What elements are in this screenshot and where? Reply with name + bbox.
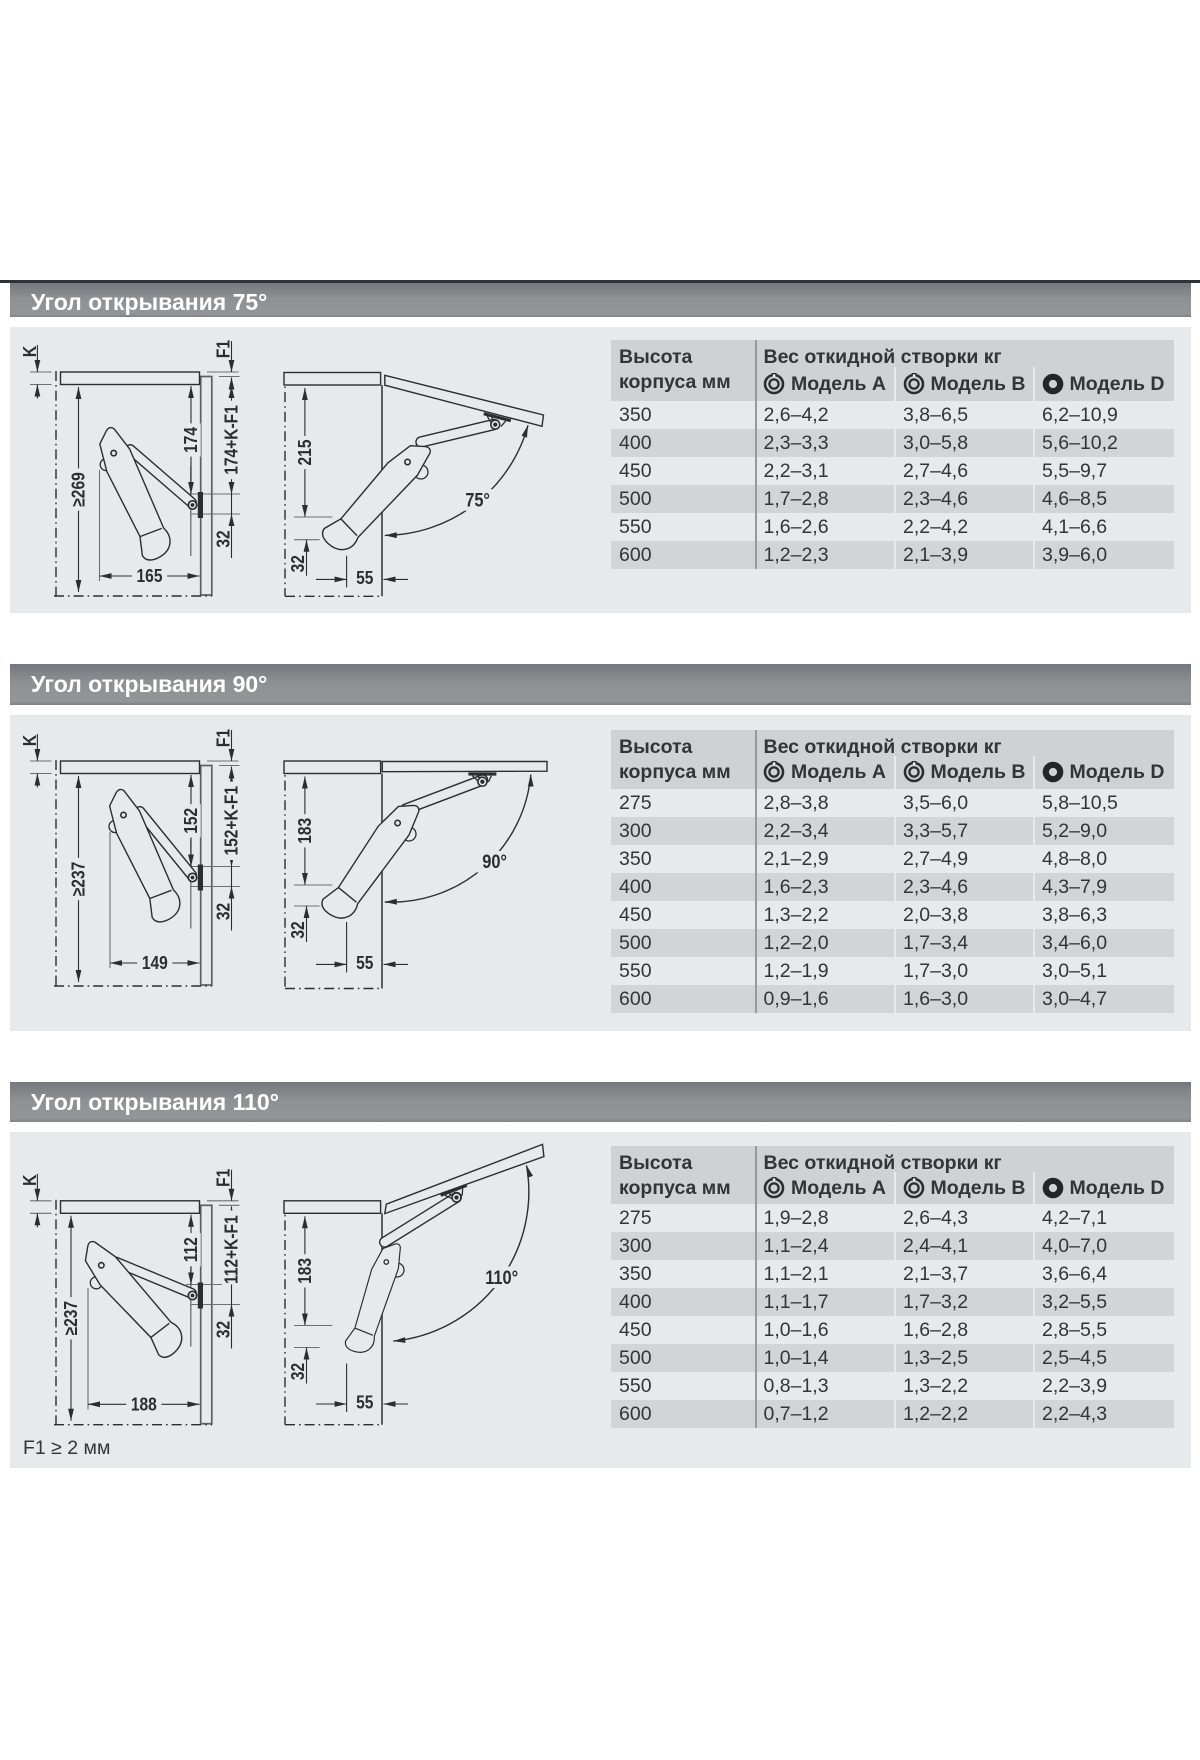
svg-text:90°: 90° [482,851,507,873]
svg-text:112: 112 [181,1237,202,1262]
svg-text:55: 55 [356,953,374,974]
svg-text:F1: F1 [213,1168,234,1187]
svg-text:174+K-F1: 174+K-F1 [221,405,242,475]
svg-text:32: 32 [288,921,309,938]
svg-text:32: 32 [213,1321,234,1338]
svg-text:≥269: ≥269 [68,472,89,506]
svg-text:F1: F1 [213,728,234,747]
svg-text:K: K [20,1174,41,1186]
svg-text:32: 32 [288,555,309,572]
svg-text:149: 149 [142,953,168,974]
svg-text:55: 55 [356,568,374,589]
svg-text:F1: F1 [213,339,234,358]
svg-text:75°: 75° [465,489,490,511]
svg-text:215: 215 [295,439,316,465]
svg-text:K: K [20,734,41,746]
svg-text:32: 32 [288,1363,309,1380]
svg-text:≥237: ≥237 [68,862,89,896]
svg-text:55: 55 [356,1392,374,1413]
svg-text:152: 152 [181,808,202,834]
svg-text:K: K [20,345,41,357]
svg-text:110°: 110° [485,1266,518,1288]
svg-text:183: 183 [295,1258,316,1284]
svg-text:32: 32 [213,903,234,920]
svg-text:112+K-F1: 112+K-F1 [221,1215,242,1284]
svg-text:152+K-F1: 152+K-F1 [221,786,242,856]
svg-text:188: 188 [131,1394,157,1415]
svg-text:32: 32 [213,530,234,547]
svg-text:183: 183 [295,818,316,844]
svg-text:174: 174 [181,427,202,453]
svg-text:≥237: ≥237 [61,1301,82,1335]
svg-text:165: 165 [137,566,163,587]
